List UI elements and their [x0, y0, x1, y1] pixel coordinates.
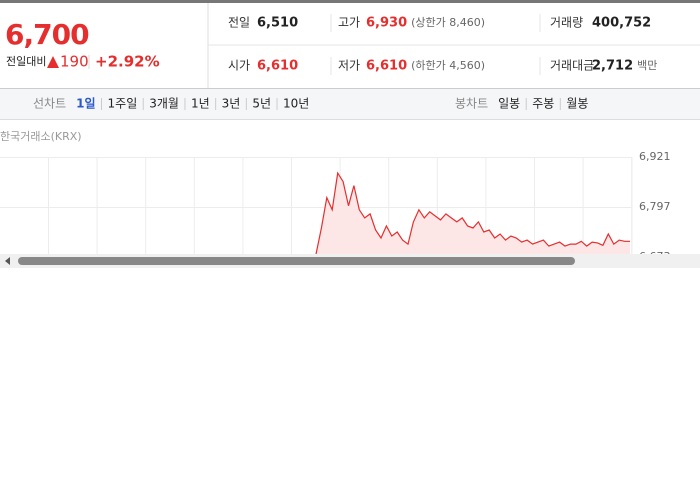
tab[interactable]: 10년	[283, 97, 309, 111]
chart: 6,921 6,797 6,673	[0, 150, 671, 263]
y-tick-label: 6,673	[639, 250, 671, 263]
change: 190	[60, 53, 89, 71]
tab[interactable]: 1주일	[108, 97, 138, 111]
plot: 6,921 6,797 6,673	[0, 150, 671, 263]
y-tick-label: 6,921	[639, 150, 671, 163]
tab[interactable]: 월봉	[566, 97, 588, 111]
scroll-left[interactable]	[5, 257, 10, 265]
tab[interactable]: 주봉	[532, 97, 554, 111]
tab[interactable]: 1년	[191, 97, 210, 111]
change-rate: +2.92%	[95, 53, 160, 71]
stat-value: 6,610	[366, 59, 407, 74]
tab[interactable]: 3년	[222, 97, 241, 111]
up-arrow	[47, 56, 59, 68]
tab-group-label: 선차트	[33, 97, 66, 111]
y-tick-label: 6,797	[639, 200, 671, 213]
stat-note: 백만	[637, 59, 657, 72]
tab-group-label: 봉차트	[455, 97, 488, 111]
tab[interactable]: 5년	[252, 97, 271, 111]
stat-value: 400,752	[592, 16, 651, 31]
tab[interactable]: 3개월	[149, 97, 179, 111]
stat-label: 저가	[338, 59, 360, 73]
stat-value: 6,510	[257, 16, 298, 31]
stat-label: 전일	[228, 16, 250, 30]
stat-label: 시가	[228, 59, 250, 73]
stat-value: 6,930	[366, 16, 407, 31]
area	[316, 173, 630, 254]
stats: 전일 6,510 고가 6,930 (상한가 8,460) 거래량 400,752 시가 6,6…	[228, 16, 657, 74]
stat-note: (하한가 4,560)	[411, 58, 485, 72]
tabs: 선차트 1일 1주일 3개월 1년 3년 5년 10년 봉차트 일봉 주봉 월봉	[33, 97, 588, 111]
stat-label: 고가	[338, 16, 360, 30]
top-border	[0, 0, 700, 3]
stat-label: 거래량	[550, 16, 583, 30]
stat-note: (상한가 8,460)	[411, 16, 485, 29]
stat-label: 거래대금	[550, 59, 594, 73]
change-label: 전일대비	[6, 54, 46, 68]
tab[interactable]: 1일	[76, 97, 95, 111]
stat-value: 2,712	[592, 59, 633, 74]
scroll-thumb[interactable]	[18, 257, 575, 265]
chart-source: 한국거래소(KRX)	[0, 130, 82, 143]
tab[interactable]: 일봉	[498, 97, 520, 111]
line	[315, 171, 630, 254]
stat-value: 6,610	[257, 59, 298, 74]
tab-bar	[0, 89, 700, 119]
price: 6,700	[5, 18, 89, 51]
